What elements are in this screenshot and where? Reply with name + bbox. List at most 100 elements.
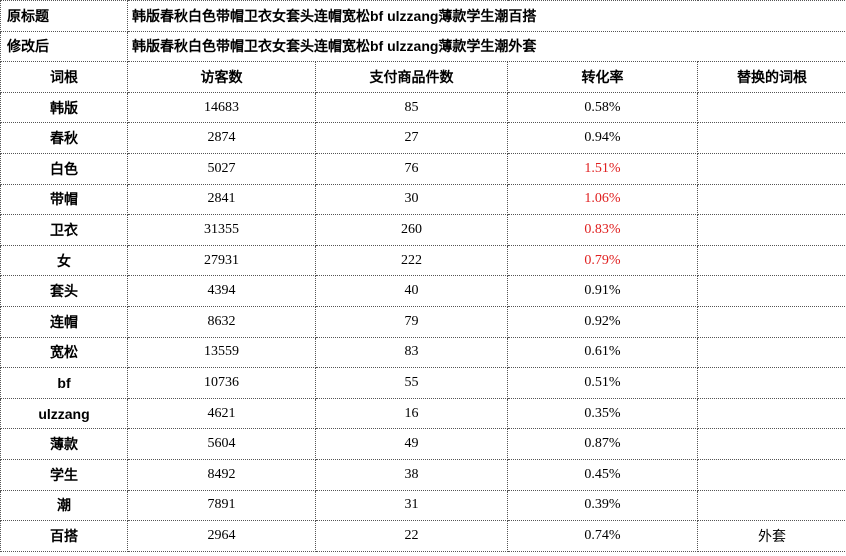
replaced-root-cell[interactable] <box>697 305 846 338</box>
visitors-cell[interactable]: 4394 <box>127 275 316 307</box>
conversion-rate-cell[interactable]: 0.83% <box>507 214 698 246</box>
column-header-root: 词根 <box>0 61 128 93</box>
visitors-cell[interactable]: 8632 <box>127 305 316 338</box>
items-paid-cell[interactable]: 55 <box>315 367 508 399</box>
root-word-cell[interactable]: 百搭 <box>0 520 128 552</box>
visitors-cell[interactable]: 7891 <box>127 489 316 522</box>
items-paid-cell[interactable]: 31 <box>315 489 508 522</box>
visitors-cell[interactable]: 14683 <box>127 91 316 124</box>
visitors-cell[interactable]: 10736 <box>127 367 316 399</box>
root-word-cell[interactable]: bf <box>0 367 128 399</box>
column-header-row: 词根 访客数 支付商品件数 转化率 替换的词根 <box>0 61 846 93</box>
root-word-cell[interactable]: 宽松 <box>0 336 128 369</box>
root-word-cell[interactable]: 韩版 <box>0 91 128 124</box>
replaced-root-cell[interactable] <box>697 91 846 124</box>
replaced-root-cell[interactable] <box>697 428 846 460</box>
root-word-cell[interactable]: 套头 <box>0 275 128 307</box>
visitors-cell[interactable]: 13559 <box>127 336 316 369</box>
conversion-rate-cell[interactable]: 0.92% <box>507 305 698 338</box>
visitors-cell[interactable]: 2874 <box>127 122 316 154</box>
visitors-cell[interactable]: 5604 <box>127 428 316 460</box>
visitors-cell[interactable]: 27931 <box>127 244 316 277</box>
replaced-root-cell[interactable] <box>697 275 846 307</box>
items-paid-cell[interactable]: 30 <box>315 183 508 216</box>
replaced-root-cell[interactable] <box>697 397 846 430</box>
table-row: 宽松 13559 83 0.61% <box>0 336 846 369</box>
replaced-root-cell[interactable] <box>697 152 846 185</box>
root-word-cell[interactable]: 女 <box>0 244 128 277</box>
conversion-rate-cell[interactable]: 0.61% <box>507 336 698 369</box>
table-row: bf 10736 55 0.51% <box>0 367 846 399</box>
modified-title-row: 修改后 韩版春秋白色带帽卫衣女套头连帽宽松bf ulzzang薄款学生潮外套 <box>0 30 846 63</box>
column-header-visitors: 访客数 <box>127 61 316 93</box>
conversion-rate-cell[interactable]: 0.74% <box>507 520 698 552</box>
root-word-cell[interactable]: 连帽 <box>0 305 128 338</box>
conversion-rate-cell[interactable]: 0.51% <box>507 367 698 399</box>
items-paid-cell[interactable]: 83 <box>315 336 508 369</box>
root-word-cell[interactable]: 白色 <box>0 152 128 185</box>
visitors-cell[interactable]: 8492 <box>127 458 316 491</box>
items-paid-cell[interactable]: 40 <box>315 275 508 307</box>
replaced-root-cell[interactable] <box>697 122 846 154</box>
items-paid-cell[interactable]: 38 <box>315 458 508 491</box>
items-paid-cell[interactable]: 76 <box>315 152 508 185</box>
root-word-cell[interactable]: 学生 <box>0 458 128 491</box>
items-paid-cell[interactable]: 16 <box>315 397 508 430</box>
table-row: 百搭 2964 22 0.74% 外套 <box>0 520 846 552</box>
items-paid-cell[interactable]: 27 <box>315 122 508 154</box>
visitors-cell[interactable]: 2964 <box>127 520 316 552</box>
root-word-cell[interactable]: 潮 <box>0 489 128 522</box>
conversion-rate-cell[interactable]: 0.79% <box>507 244 698 277</box>
items-paid-cell[interactable]: 85 <box>315 91 508 124</box>
replaced-root-cell[interactable] <box>697 458 846 491</box>
visitors-cell[interactable]: 31355 <box>127 214 316 246</box>
replaced-root-cell[interactable]: 外套 <box>697 520 846 552</box>
root-word-cell[interactable]: 春秋 <box>0 122 128 154</box>
conversion-rate-cell[interactable]: 1.51% <box>507 152 698 185</box>
table-row: 套头 4394 40 0.91% <box>0 275 846 307</box>
items-paid-cell[interactable]: 22 <box>315 520 508 552</box>
column-header-replaced-root: 替换的词根 <box>697 61 846 93</box>
replaced-root-cell[interactable] <box>697 244 846 277</box>
table-row: 女 27931 222 0.79% <box>0 244 846 277</box>
conversion-rate-cell[interactable]: 0.94% <box>507 122 698 154</box>
table-row: 学生 8492 38 0.45% <box>0 458 846 491</box>
table-row: 韩版 14683 85 0.58% <box>0 91 846 124</box>
conversion-rate-cell[interactable]: 1.06% <box>507 183 698 216</box>
root-word-cell[interactable]: 卫衣 <box>0 214 128 246</box>
replaced-root-cell[interactable] <box>697 214 846 246</box>
table-row: 潮 7891 31 0.39% <box>0 489 846 522</box>
items-paid-cell[interactable]: 222 <box>315 244 508 277</box>
items-paid-cell[interactable]: 260 <box>315 214 508 246</box>
table-row: 白色 5027 76 1.51% <box>0 152 846 185</box>
conversion-rate-cell[interactable]: 0.45% <box>507 458 698 491</box>
conversion-rate-cell[interactable]: 0.87% <box>507 428 698 460</box>
column-header-items-paid: 支付商品件数 <box>315 61 508 93</box>
root-word-cell[interactable]: 薄款 <box>0 428 128 460</box>
original-title-label: 原标题 <box>0 0 128 32</box>
table-row: 薄款 5604 49 0.87% <box>0 428 846 460</box>
modified-title-label: 修改后 <box>0 30 128 63</box>
conversion-rate-cell[interactable]: 0.39% <box>507 489 698 522</box>
modified-title-value[interactable]: 韩版春秋白色带帽卫衣女套头连帽宽松bf ulzzang薄款学生潮外套 <box>127 30 846 63</box>
table-row: ulzzang 4621 16 0.35% <box>0 397 846 430</box>
visitors-cell[interactable]: 2841 <box>127 183 316 216</box>
conversion-rate-cell[interactable]: 0.58% <box>507 91 698 124</box>
visitors-cell[interactable]: 4621 <box>127 397 316 430</box>
items-paid-cell[interactable]: 49 <box>315 428 508 460</box>
replaced-root-cell[interactable] <box>697 336 846 369</box>
original-title-row: 原标题 韩版春秋白色带帽卫衣女套头连帽宽松bf ulzzang薄款学生潮百搭 <box>0 0 846 32</box>
replaced-root-cell[interactable] <box>697 489 846 522</box>
visitors-cell[interactable]: 5027 <box>127 152 316 185</box>
conversion-rate-cell[interactable]: 0.91% <box>507 275 698 307</box>
column-header-conversion: 转化率 <box>507 61 698 93</box>
root-word-cell[interactable]: ulzzang <box>0 397 128 430</box>
replaced-root-cell[interactable] <box>697 183 846 216</box>
table-row: 带帽 2841 30 1.06% <box>0 183 846 216</box>
conversion-rate-cell[interactable]: 0.35% <box>507 397 698 430</box>
items-paid-cell[interactable]: 79 <box>315 305 508 338</box>
replaced-root-cell[interactable] <box>697 367 846 399</box>
original-title-value[interactable]: 韩版春秋白色带帽卫衣女套头连帽宽松bf ulzzang薄款学生潮百搭 <box>127 0 846 32</box>
root-word-cell[interactable]: 带帽 <box>0 183 128 216</box>
